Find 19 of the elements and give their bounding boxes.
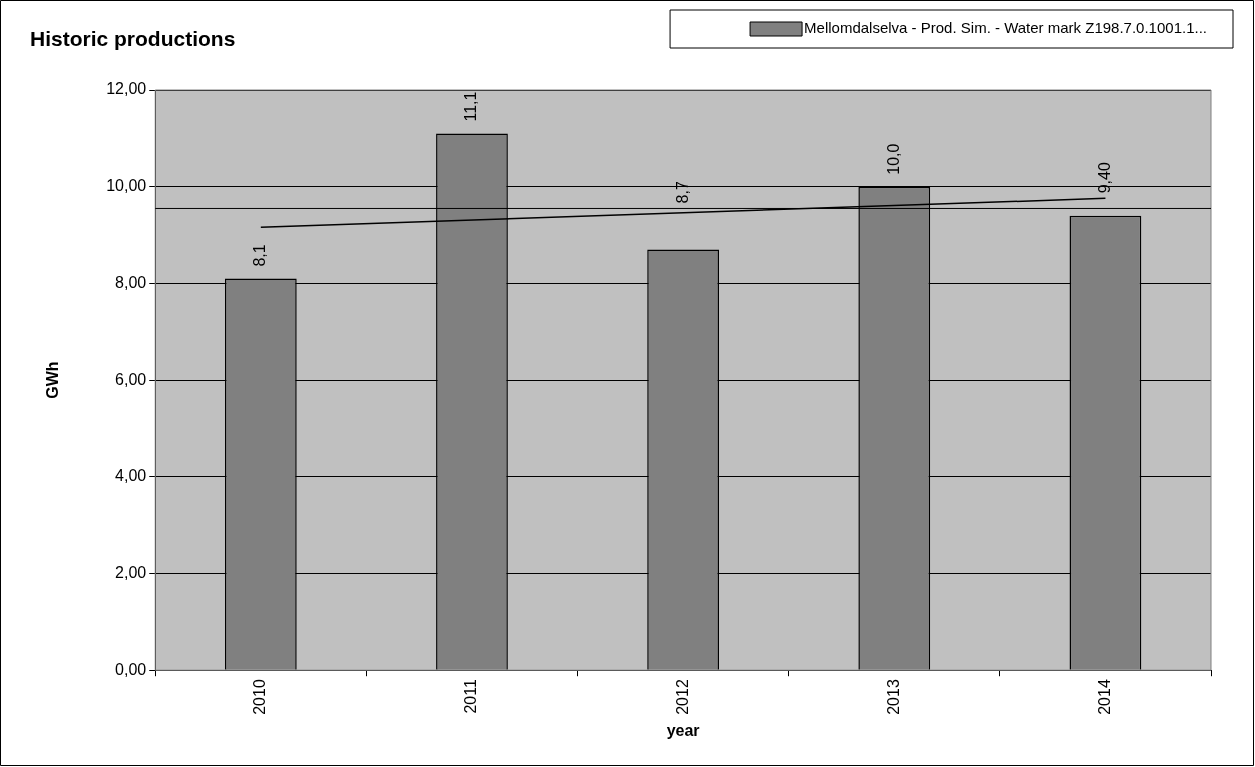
y-tick-label: 10,00 bbox=[106, 177, 147, 195]
y-tick-label: 12,00 bbox=[106, 80, 147, 98]
legend-label: Mellomdalselva - Prod. Sim. - Water mark Z198.7.0.1001.1... bbox=[804, 19, 1208, 37]
data-label: 10,0 bbox=[884, 143, 902, 175]
x-axis-title: year bbox=[666, 721, 700, 739]
data-label: 8,1 bbox=[251, 244, 269, 267]
x-tick-label: 2012 bbox=[673, 679, 691, 715]
x-tick-label: 2013 bbox=[884, 679, 902, 715]
y-tick-label: 4,00 bbox=[115, 467, 147, 485]
x-tick-label: 2014 bbox=[1095, 679, 1113, 715]
chart-title: Historic productions bbox=[30, 26, 236, 50]
data-label: 11,1 bbox=[462, 91, 480, 122]
y-axis-title: GWh bbox=[44, 361, 62, 399]
y-tick-label: 8,00 bbox=[115, 273, 147, 291]
y-tick-label: 0,00 bbox=[115, 660, 147, 678]
y-tick-label: 2,00 bbox=[115, 563, 147, 581]
x-tick-label: 2011 bbox=[462, 679, 480, 714]
y-tick-label: 6,00 bbox=[115, 370, 147, 388]
x-tick-label: 2010 bbox=[251, 679, 269, 715]
